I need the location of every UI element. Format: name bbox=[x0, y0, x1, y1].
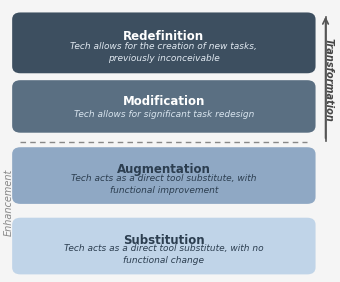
Text: Enhancement: Enhancement bbox=[4, 168, 14, 235]
Text: Augmentation: Augmentation bbox=[117, 164, 211, 177]
Text: Redefinition: Redefinition bbox=[123, 30, 204, 43]
Text: Tech allows for significant task redesign: Tech allows for significant task redesig… bbox=[74, 110, 254, 119]
Text: Tech acts as a direct tool substitute, with no
functional change: Tech acts as a direct tool substitute, w… bbox=[64, 244, 264, 265]
Text: Transformation: Transformation bbox=[324, 38, 334, 122]
FancyBboxPatch shape bbox=[12, 218, 316, 274]
Text: Modification: Modification bbox=[123, 95, 205, 108]
Text: Tech acts as a direct tool substitute, with
functional improvement: Tech acts as a direct tool substitute, w… bbox=[71, 174, 257, 195]
FancyBboxPatch shape bbox=[12, 80, 316, 133]
Text: Tech allows for the creation of new tasks,
previously inconceivable: Tech allows for the creation of new task… bbox=[70, 42, 257, 63]
Text: Substitution: Substitution bbox=[123, 234, 205, 247]
FancyBboxPatch shape bbox=[12, 12, 316, 73]
FancyBboxPatch shape bbox=[12, 147, 316, 204]
